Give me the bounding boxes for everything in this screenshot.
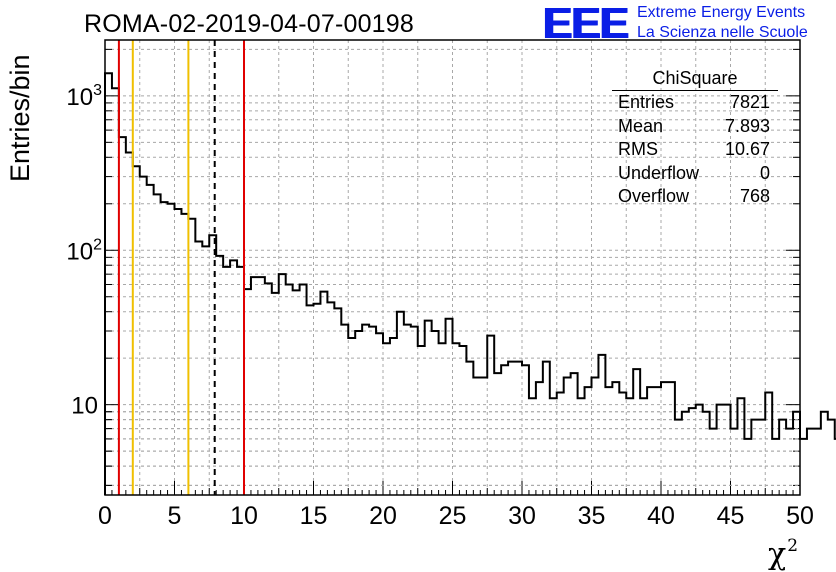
stats-value: 10.67: [724, 139, 770, 159]
x-tick-label: 30: [508, 502, 536, 530]
stats-row-rms: RMS 10.67: [612, 138, 778, 162]
x-tick-label: 0: [98, 502, 112, 530]
x-axis-label-exponent: 2: [787, 536, 799, 556]
stats-value: 7.893: [724, 115, 770, 136]
x-tick-label: 25: [439, 502, 467, 530]
logo-tagline-2: La Scienza nelle Scuole: [637, 24, 808, 41]
stats-label: RMS: [618, 139, 658, 159]
x-tick-label: 40: [647, 502, 675, 530]
eee-logo: EEE: [543, 0, 629, 48]
stats-value: 0: [759, 162, 770, 183]
stats-label: Mean: [618, 115, 664, 136]
y-axis-label: Entries/bin: [5, 54, 35, 182]
stats-value: 7821: [729, 92, 770, 112]
logo-tagline-1: Extreme Energy Events: [637, 4, 806, 21]
y-tick-label: 102: [66, 236, 102, 265]
y-tick-label: 103: [66, 82, 102, 111]
stats-label: Overflow: [618, 186, 690, 206]
x-tick-label: 10: [230, 502, 258, 530]
stats-box: ChiSquare Entries 7821 Mean 7.893 RMS 10…: [612, 66, 778, 209]
stats-row-entries: Entries 7821: [612, 91, 778, 115]
x-axis-label: χ2: [768, 536, 798, 572]
x-tick-label: 35: [578, 502, 606, 530]
histogram-series: [104, 72, 836, 495]
stats-row-overflow: Overflow 768: [612, 185, 778, 209]
stats-value: 768: [739, 186, 770, 206]
stats-title: ChiSquare: [612, 66, 778, 91]
y-tick-label: 10: [71, 393, 98, 420]
run-title: ROMA-02-2019-04-07-00198: [84, 10, 414, 38]
x-axis-label-base: χ: [768, 537, 787, 572]
stats-label: Entries: [618, 92, 675, 112]
plot-frame: [104, 39, 801, 496]
x-tick-label: 50: [786, 502, 814, 530]
stats-row-underflow: Underflow 0: [612, 162, 778, 186]
x-tick-label: 5: [168, 502, 182, 530]
stats-row-mean: Mean 7.893: [612, 115, 778, 139]
x-tick-label: 20: [369, 502, 397, 530]
x-tick-label: 15: [300, 502, 328, 530]
x-tick-label: 45: [717, 502, 745, 530]
stats-label: Underflow: [618, 162, 700, 183]
